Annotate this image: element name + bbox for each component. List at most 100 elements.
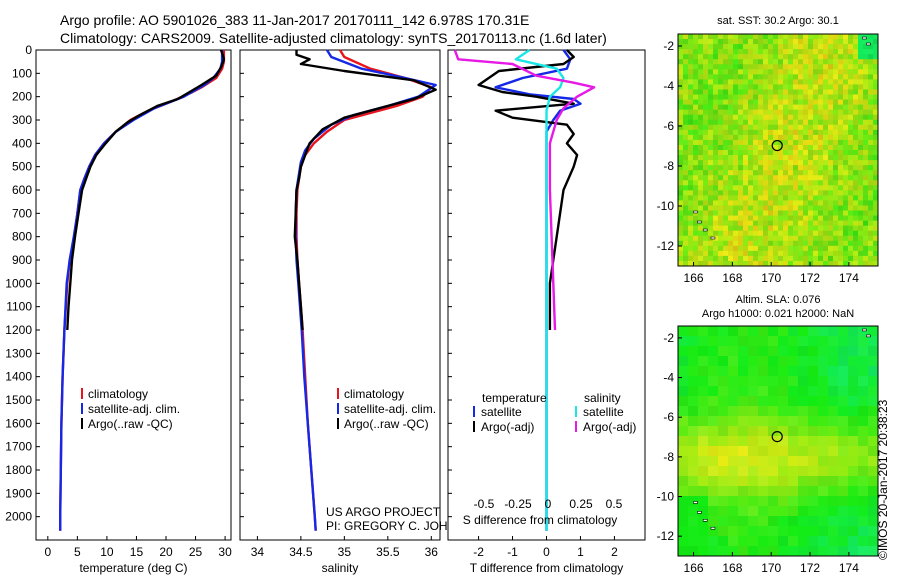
map-cell (868, 175, 874, 181)
map-cell (858, 124, 864, 131)
map-cell (838, 129, 844, 136)
map-cell (798, 446, 809, 457)
map-cell (873, 89, 879, 96)
map-cell (808, 516, 819, 527)
map-cell (828, 326, 839, 337)
map-cell (818, 134, 824, 141)
map-cell (808, 546, 819, 557)
map-cell (678, 486, 689, 497)
map-cell (853, 129, 859, 136)
map-cell (753, 195, 759, 201)
map-cell (768, 44, 774, 50)
map-cell (838, 386, 849, 397)
map-cell (708, 225, 714, 232)
map-cell (808, 496, 819, 507)
map-cell (788, 54, 794, 60)
map-cell (818, 496, 829, 507)
map-cell (808, 230, 814, 237)
map-cell (688, 74, 694, 80)
map-cell (833, 230, 839, 237)
map-cell (693, 44, 699, 50)
map-cell (728, 240, 734, 247)
map-cell (693, 139, 699, 146)
map-cell (768, 109, 774, 116)
map-cell (748, 406, 759, 417)
map-cell (708, 406, 719, 417)
map-cell (818, 260, 824, 267)
map-cell (708, 396, 719, 407)
map-cell (693, 99, 699, 106)
map-cell (688, 139, 694, 146)
map-cell (763, 109, 769, 116)
map-cell (863, 54, 869, 60)
map-cell (838, 210, 844, 217)
map-cell (763, 94, 769, 101)
map-cell (763, 185, 769, 191)
map-cell (848, 170, 854, 176)
map-cell (723, 235, 729, 242)
map-cell (848, 119, 854, 126)
map-cell (698, 104, 704, 111)
map-cell (783, 260, 789, 267)
map-cell (753, 54, 759, 60)
map-cell (838, 175, 844, 181)
map-cell (703, 74, 709, 80)
map-cell (723, 170, 729, 176)
map-cell (693, 89, 699, 96)
map-cell (868, 516, 879, 527)
map-cell (868, 114, 874, 121)
map-cell (758, 476, 769, 487)
map-cell (768, 225, 774, 232)
map-cell (778, 160, 784, 166)
map-cell (833, 79, 839, 85)
map-cell (853, 175, 859, 181)
map-cell (788, 69, 794, 75)
map-cell (688, 94, 694, 101)
map-cell (828, 155, 834, 161)
map-cell (778, 210, 784, 217)
map-cell (828, 180, 834, 186)
map-cell (813, 220, 819, 227)
map-cell (768, 190, 774, 196)
map-cell (768, 245, 774, 252)
map-cell (783, 119, 789, 126)
map-cell (758, 69, 764, 75)
map-cell (868, 195, 874, 201)
map-cell (788, 89, 794, 96)
map-cell (848, 165, 854, 171)
map-cell (823, 139, 829, 146)
map-cell (728, 255, 734, 262)
map-cell (848, 129, 854, 136)
map-cell (808, 356, 819, 367)
map-cell (688, 366, 699, 377)
map-cell (868, 104, 874, 111)
map-cell (698, 406, 709, 417)
map-cell (858, 69, 864, 75)
map-cell (703, 104, 709, 111)
map-cell (838, 74, 844, 80)
map-cell (768, 99, 774, 106)
map-cell (788, 230, 794, 237)
map-cell (848, 150, 854, 156)
map-cell (768, 54, 774, 60)
map-cell (848, 210, 854, 217)
map-cell (768, 64, 774, 70)
map-cell (773, 119, 779, 126)
map-cell (733, 49, 739, 55)
map-cell (858, 336, 869, 347)
map-cell (798, 366, 809, 377)
map-cell (818, 536, 829, 547)
map-cell (698, 44, 704, 50)
map-cell (728, 546, 739, 557)
map-cell (768, 486, 779, 497)
map-cell (788, 124, 794, 131)
map-cell (728, 114, 734, 121)
map-cell (738, 456, 749, 467)
map-cell (708, 180, 714, 186)
map-cell (863, 260, 869, 267)
map-cell (738, 506, 749, 517)
map-cell (828, 476, 839, 487)
map-cell (728, 144, 734, 151)
map-cell (808, 235, 814, 242)
map-cell (843, 250, 849, 257)
